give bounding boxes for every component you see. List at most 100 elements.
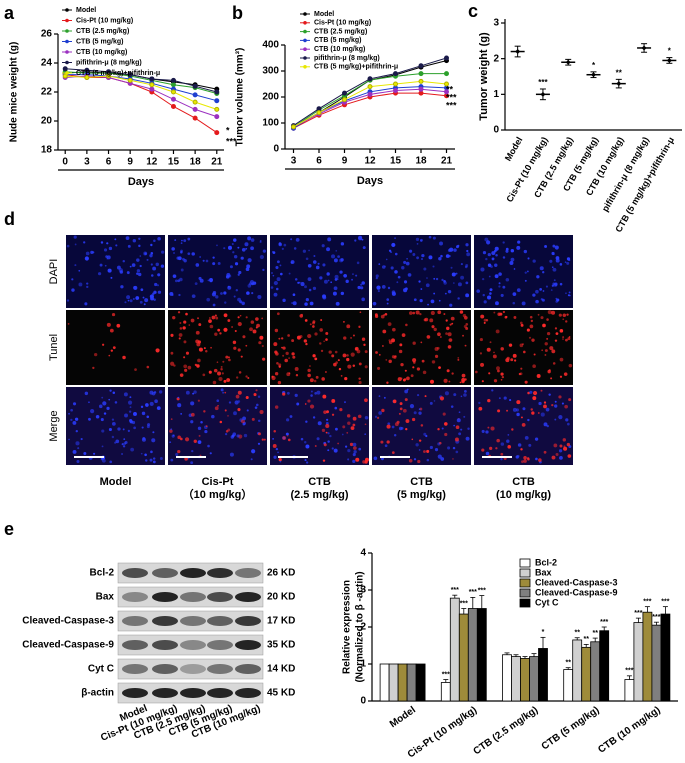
texture-dot (337, 255, 340, 258)
texture-dot (282, 298, 286, 302)
texture-dot (566, 257, 571, 261)
significance-label: *** (478, 587, 486, 594)
texture-dot (426, 458, 430, 462)
texture-dot (183, 320, 187, 324)
texture-dot (463, 393, 467, 397)
column-label: (5 mg/kg) (397, 489, 446, 501)
series-marker (62, 66, 68, 72)
texture-dot (195, 330, 200, 335)
y-tick-label: 0 (360, 696, 366, 707)
legend-label: Cis-Pt (10 mg/kg) (76, 17, 133, 24)
row-label: DAPI (48, 259, 60, 285)
texture-dot (538, 458, 542, 462)
texture-dot (275, 266, 279, 270)
texture-dot (111, 312, 116, 317)
texture-dot (300, 282, 305, 287)
texture-dot (534, 437, 539, 441)
texture-dot (532, 391, 538, 396)
texture-dot (174, 239, 177, 241)
texture-dot (488, 372, 491, 375)
texture-dot (74, 243, 77, 246)
bar (590, 641, 601, 702)
texture-dot (300, 437, 304, 441)
texture-dot (316, 437, 320, 441)
series-marker (393, 71, 398, 77)
texture-dot (152, 266, 157, 271)
texture-dot (439, 241, 443, 246)
texture-dot (145, 403, 149, 407)
texture-dot (464, 390, 467, 393)
texture-dot (550, 289, 553, 291)
texture-dot (316, 390, 321, 395)
texture-dot (303, 339, 307, 343)
texture-dot (377, 416, 380, 419)
texture-dot (448, 338, 453, 342)
texture-dot (361, 281, 365, 285)
texture-dot (523, 456, 527, 460)
texture-dot (458, 411, 461, 413)
texture-dot (411, 417, 416, 422)
texture-dot (85, 251, 90, 256)
texture-dot (128, 410, 132, 413)
texture-dot (259, 240, 262, 244)
texture-dot (287, 438, 291, 442)
texture-dot (326, 272, 330, 276)
texture-dot (405, 428, 408, 431)
texture-dot (384, 265, 386, 268)
texture-dot (357, 414, 362, 419)
texture-dot (403, 260, 407, 264)
texture-dot (169, 429, 173, 433)
protein-label: β-actin (81, 688, 114, 699)
y-axis-label: Nude mice weight (g) (9, 42, 20, 143)
texture-dot (136, 258, 140, 262)
texture-dot (102, 401, 107, 406)
texture-dot (526, 328, 530, 332)
texture-dot (352, 423, 356, 427)
texture-dot (342, 353, 347, 358)
legend-marker (65, 18, 69, 23)
texture-dot (340, 374, 343, 377)
texture-dot (250, 458, 253, 461)
texture-dot (387, 286, 391, 290)
texture-dot (133, 286, 137, 290)
texture-dot (115, 244, 118, 247)
texture-dot (157, 273, 161, 277)
texture-dot (418, 411, 422, 415)
texture-dot (206, 297, 211, 302)
column-label: Model (100, 476, 132, 488)
panel-label: c (468, 1, 478, 21)
texture-dot (312, 416, 316, 419)
texture-dot (562, 313, 567, 318)
texture-dot (287, 334, 290, 337)
texture-dot (90, 409, 95, 414)
texture-dot (180, 437, 183, 441)
texture-dot (212, 256, 215, 259)
texture-dot (487, 398, 491, 403)
texture-dot (350, 426, 355, 430)
texture-dot (208, 370, 212, 374)
texture-dot (388, 249, 392, 252)
texture-dot (219, 420, 223, 424)
texture-dot (152, 457, 156, 460)
texture-dot (392, 399, 397, 404)
texture-dot (122, 259, 125, 263)
texture-dot (480, 267, 485, 272)
blot-band (122, 688, 148, 698)
texture-dot (406, 257, 408, 260)
texture-dot (202, 373, 206, 377)
texture-dot (151, 438, 156, 443)
texture-dot (437, 428, 440, 431)
size-label: 35 KD (267, 640, 295, 651)
texture-dot (188, 324, 191, 326)
legend-marker (65, 8, 69, 12)
texture-dot (281, 247, 284, 250)
texture-dot (393, 434, 397, 437)
texture-dot (387, 422, 391, 426)
texture-dot (485, 451, 490, 456)
y-axis-label: Tumor volume (mm³) (235, 48, 246, 147)
texture-dot (386, 302, 389, 305)
blot-band (152, 688, 178, 698)
texture-dot (304, 319, 308, 322)
texture-dot (495, 301, 499, 306)
texture-dot (404, 398, 408, 402)
